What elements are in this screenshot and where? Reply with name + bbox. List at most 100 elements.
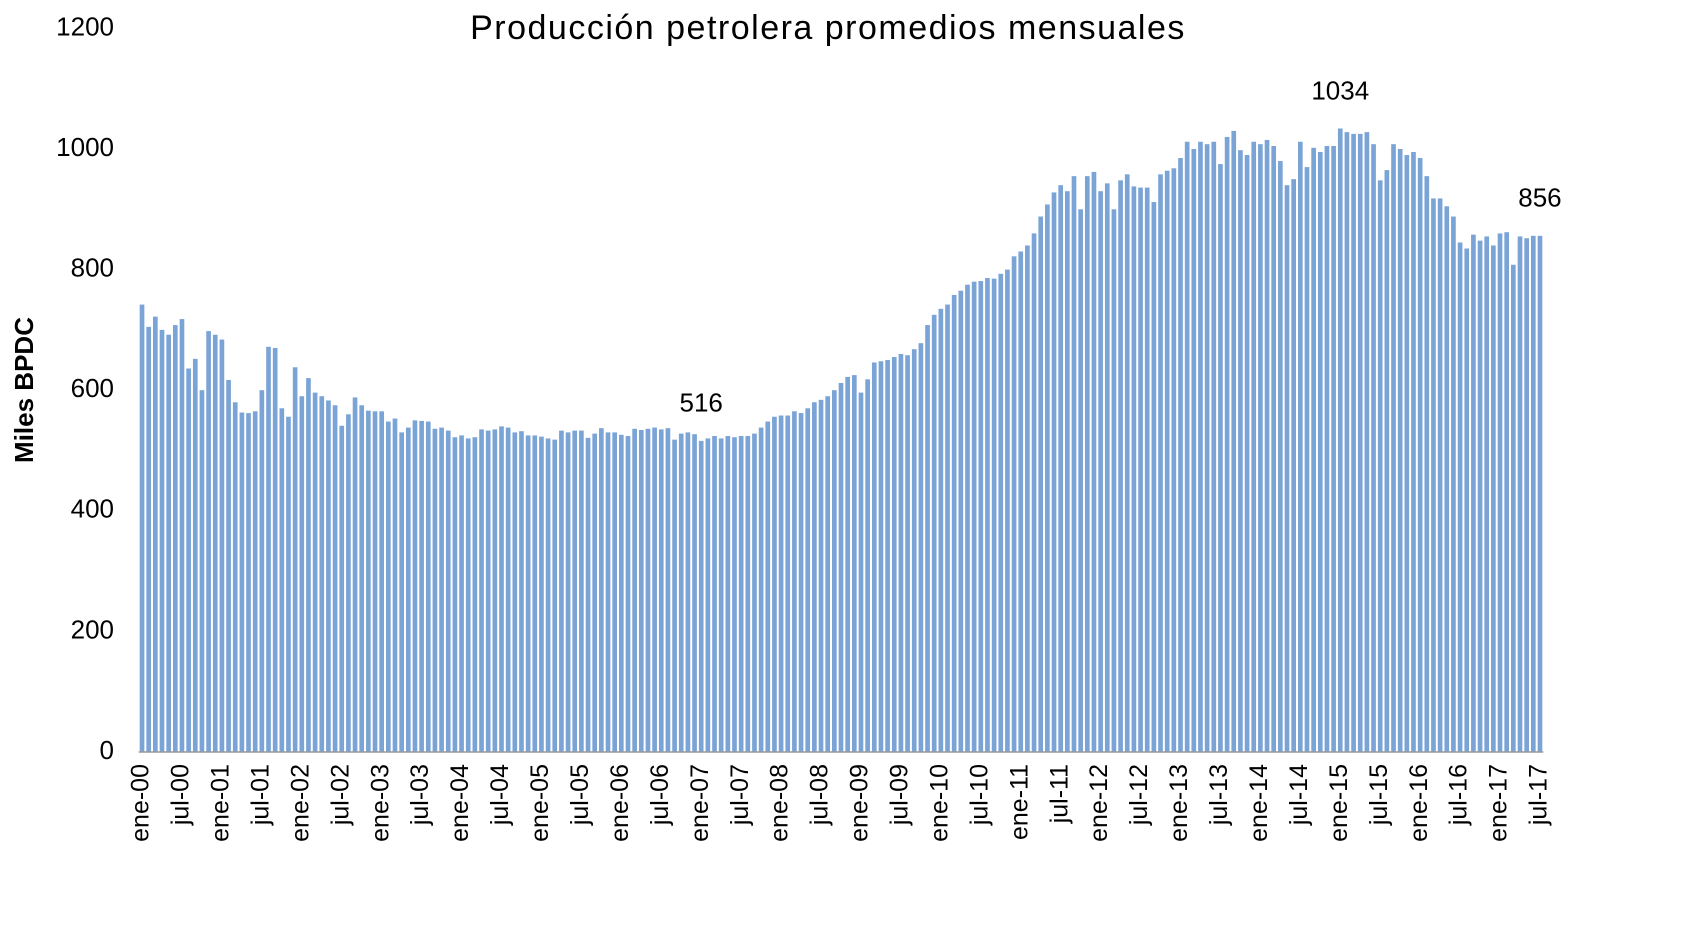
bar	[1124, 174, 1130, 753]
bar	[1191, 149, 1197, 752]
bar	[638, 429, 644, 752]
bar	[978, 281, 984, 752]
bar	[612, 432, 617, 752]
bar	[192, 358, 198, 752]
bar	[998, 273, 1004, 752]
x-tick-label: ene-03	[366, 764, 394, 842]
bar	[1417, 158, 1423, 753]
x-tick-label: jul-02	[326, 764, 354, 826]
bar	[745, 436, 751, 752]
bar	[599, 428, 604, 752]
bar	[592, 433, 598, 752]
bar	[1337, 128, 1343, 753]
bar	[685, 432, 691, 752]
bar	[1238, 150, 1243, 752]
bar	[299, 396, 305, 752]
bar	[339, 425, 345, 752]
bar	[891, 357, 897, 752]
bar	[851, 375, 857, 752]
bar	[479, 429, 484, 752]
bar	[405, 427, 411, 752]
bar	[858, 392, 864, 752]
x-tick-label: jul-01	[246, 764, 274, 826]
bar	[911, 349, 917, 752]
bar	[818, 399, 824, 752]
bar	[1484, 236, 1490, 752]
bar	[539, 436, 544, 752]
bar	[552, 439, 558, 752]
bar	[392, 418, 398, 752]
bar	[226, 379, 231, 752]
bar	[991, 278, 997, 752]
bar	[1111, 209, 1117, 753]
bar	[672, 439, 677, 752]
y-tick-label: 0	[100, 735, 114, 765]
bar	[252, 411, 258, 752]
bar	[1118, 180, 1123, 752]
bar	[346, 414, 351, 752]
bar	[825, 396, 831, 752]
y-axis-title: Miles BPDC	[9, 317, 39, 463]
bar	[266, 346, 271, 752]
x-tick-label: jul-07	[726, 764, 754, 826]
y-tick-label: 600	[71, 373, 114, 403]
bar	[938, 308, 944, 752]
bar	[1397, 149, 1403, 752]
data-label: 516	[680, 388, 723, 418]
bar	[878, 361, 884, 752]
x-tick-label: ene-06	[606, 764, 634, 842]
bar	[1530, 235, 1536, 752]
bar	[832, 390, 837, 752]
x-tick-label: jul-12	[1125, 764, 1153, 826]
x-tick-label: ene-13	[1165, 764, 1193, 842]
bar	[272, 347, 278, 752]
bar	[1437, 198, 1443, 753]
bar	[1444, 206, 1450, 752]
bar	[312, 392, 318, 752]
bar	[1065, 191, 1070, 752]
x-tick-label: jul-13	[1205, 764, 1233, 826]
bar	[985, 278, 990, 752]
x-tick-label: jul-15	[1365, 764, 1393, 826]
bar	[1184, 141, 1190, 753]
bar	[632, 428, 637, 752]
bar	[1025, 245, 1030, 753]
bar	[772, 416, 777, 752]
bar	[752, 433, 757, 752]
x-tick-label: ene-07	[686, 764, 714, 842]
bar	[1091, 171, 1097, 752]
bar	[166, 334, 171, 752]
bar	[1078, 209, 1083, 753]
x-tick-label: ene-00	[127, 764, 155, 842]
x-tick-label: ene-10	[925, 764, 953, 842]
bar	[232, 402, 238, 752]
bar	[1517, 236, 1523, 752]
bar	[1151, 202, 1157, 753]
bar	[1045, 204, 1050, 752]
bar	[1131, 186, 1137, 753]
bar	[652, 427, 657, 752]
bar	[1311, 147, 1316, 752]
bar	[159, 329, 165, 752]
bar	[512, 432, 518, 752]
bar	[1278, 161, 1283, 752]
bar	[465, 438, 471, 752]
bar	[1411, 152, 1416, 752]
bar	[319, 396, 325, 752]
y-tick-label: 200	[71, 614, 114, 644]
x-tick-label: ene-02	[286, 764, 314, 842]
bar	[292, 367, 298, 752]
bar	[585, 437, 591, 752]
bar	[805, 408, 811, 752]
bar	[705, 438, 711, 752]
x-tick-label: ene-05	[526, 764, 554, 842]
bar	[1031, 233, 1037, 753]
bar	[545, 438, 551, 752]
x-tick-label: ene-17	[1485, 764, 1513, 842]
chart-title: Producción petrolera promedios mensuales	[470, 9, 1186, 47]
bar	[765, 421, 771, 752]
x-tick-label: ene-14	[1245, 764, 1273, 842]
bar	[246, 413, 251, 752]
bar	[1391, 144, 1396, 752]
